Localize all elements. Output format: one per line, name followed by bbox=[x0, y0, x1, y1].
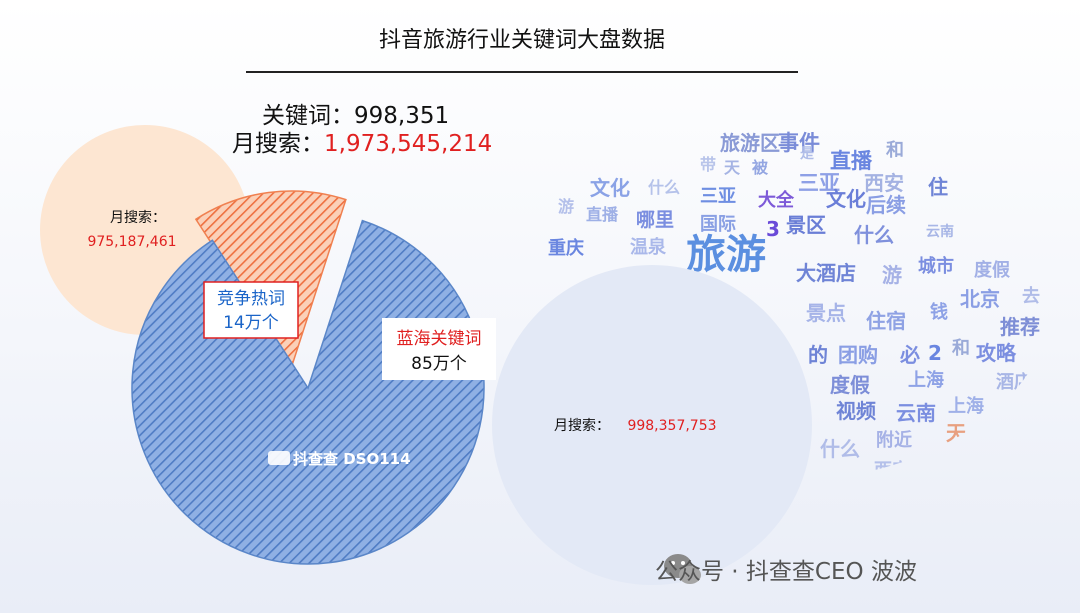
wechat-icon bbox=[664, 554, 701, 584]
blue-ocean-slice-label: 蓝海关键词 bbox=[397, 329, 482, 349]
word-cloud-term: 文化 bbox=[826, 187, 866, 211]
word-cloud-term: 西安 bbox=[864, 171, 904, 195]
word-cloud-term: 天 bbox=[724, 158, 741, 177]
right-bubble-value: 998,357,753 bbox=[627, 418, 716, 434]
word-cloud-term: 游 bbox=[882, 263, 902, 287]
word-cloud-term: 上海 bbox=[948, 395, 984, 417]
word-cloud-term: 北京 bbox=[960, 287, 1000, 311]
word-cloud-term: 景区 bbox=[786, 213, 826, 237]
competitive-keywords-slice bbox=[194, 190, 347, 369]
word-cloud-term: 带 bbox=[700, 155, 716, 174]
monthly-search-label: 月搜索： bbox=[232, 131, 324, 157]
keyword-count-line: 关键词：998,351 bbox=[262, 96, 449, 130]
word-cloud-term: 被 bbox=[752, 158, 769, 177]
word-cloud-term: 适合 bbox=[940, 453, 973, 472]
word-cloud-term: 住宿 bbox=[866, 309, 906, 333]
word-cloud-term: 景点 bbox=[806, 301, 846, 325]
monthly-search-line: 月搜索：1,973,545,214 bbox=[232, 124, 492, 158]
right-search-bubble bbox=[492, 265, 812, 585]
word-cloud-term: 重庆 bbox=[548, 237, 584, 259]
word-cloud-term: 城市 bbox=[918, 255, 954, 277]
word-cloud-term: 哪里 bbox=[636, 209, 674, 231]
word-cloud-term: 温泉 bbox=[630, 236, 667, 258]
word-cloud-term: 钱 bbox=[930, 301, 948, 323]
left-bubble-label: 月搜索： bbox=[110, 209, 166, 226]
word-cloud-term: 视频 bbox=[836, 399, 876, 423]
page-title: 抖音旅游行业关键词大盘数据 bbox=[378, 28, 665, 53]
word-cloud-term: 云南 bbox=[926, 223, 954, 240]
word-cloud-term: 2 bbox=[1006, 397, 1017, 416]
competitive-label-box bbox=[203, 281, 299, 339]
watermark-text: 公众号 · 抖查查CEO 波波 bbox=[655, 559, 917, 585]
right-bubble-label: 月搜索： bbox=[554, 417, 610, 434]
word-cloud-term: 游 bbox=[558, 197, 574, 216]
logo-text: 抖查查 DSO114 bbox=[293, 450, 411, 468]
word-cloud-term: 推荐 bbox=[1000, 315, 1040, 339]
keyword-count-value: 998,351 bbox=[354, 103, 450, 129]
word-cloud-term: 酒店 bbox=[996, 371, 1032, 393]
word-cloud-term: 带 bbox=[980, 433, 996, 452]
word-cloud-term: 的 bbox=[808, 343, 828, 367]
doucha-logo: 抖查查 DSO114 bbox=[268, 450, 411, 468]
word-cloud-term: 上海 bbox=[908, 369, 944, 391]
word-cloud-term: 2 bbox=[928, 341, 942, 365]
word-cloud-term: 和 bbox=[886, 140, 904, 161]
word-cloud-term: 附近 bbox=[876, 429, 912, 451]
word-cloud-term: 什么 bbox=[854, 223, 894, 247]
word-cloud-term: 是 bbox=[800, 146, 815, 162]
left-bubble-value: 975,187,461 bbox=[87, 234, 176, 250]
word-cloud-term: 后续 bbox=[866, 193, 906, 217]
word-cloud-term: 去 bbox=[1022, 285, 1040, 307]
word-cloud-term: 3 bbox=[766, 217, 780, 241]
word-cloud-term: 什么 bbox=[648, 178, 680, 197]
title-divider bbox=[246, 71, 798, 73]
word-cloud-term: 三亚 bbox=[700, 186, 736, 207]
word-cloud-term: 直播 bbox=[830, 149, 873, 173]
word-cloud-term: 直播 bbox=[586, 205, 619, 224]
competitive-slice-value: 14万个 bbox=[223, 313, 279, 333]
word-cloud-term: 住 bbox=[928, 175, 948, 199]
word-cloud-term: 事件 bbox=[778, 131, 820, 155]
blue-ocean-label-box bbox=[382, 318, 496, 380]
keyword-count-label: 关键词： bbox=[262, 103, 354, 129]
word-cloud-term: 文化 bbox=[590, 176, 630, 200]
blue-ocean-slice-value: 85万个 bbox=[411, 354, 467, 374]
word-cloud-term: 三亚 bbox=[798, 171, 840, 195]
word-cloud-term: 大全 bbox=[758, 189, 795, 211]
word-cloud-term: 度假 bbox=[830, 373, 871, 397]
competitive-slice-label: 竞争热词 bbox=[217, 289, 285, 309]
word-cloud-term: 天 bbox=[946, 421, 967, 445]
word-cloud-term: 什么 bbox=[820, 437, 860, 461]
word-cloud-term: 和 bbox=[952, 338, 970, 359]
word-cloud-term: 旅游区 bbox=[720, 131, 780, 155]
monthly-search-value: 1,973,545,214 bbox=[324, 131, 493, 157]
word-cloud-term: 云南 bbox=[896, 401, 936, 425]
word-cloud-term: 旅游 bbox=[686, 232, 766, 278]
word-cloud-term: 团购 bbox=[838, 343, 878, 367]
word-cloud-term: 度假 bbox=[974, 259, 1011, 281]
word-cloud-term: 大酒店 bbox=[796, 261, 856, 285]
word-cloud-term: 攻略 bbox=[976, 341, 1017, 365]
word-cloud-term: 西安 bbox=[874, 459, 910, 481]
logo-mark-icon bbox=[268, 451, 290, 465]
word-cloud-term: 被 bbox=[1030, 399, 1051, 423]
word-cloud-term: 必 bbox=[899, 343, 920, 367]
word-cloud-term: 国际 bbox=[700, 214, 736, 235]
